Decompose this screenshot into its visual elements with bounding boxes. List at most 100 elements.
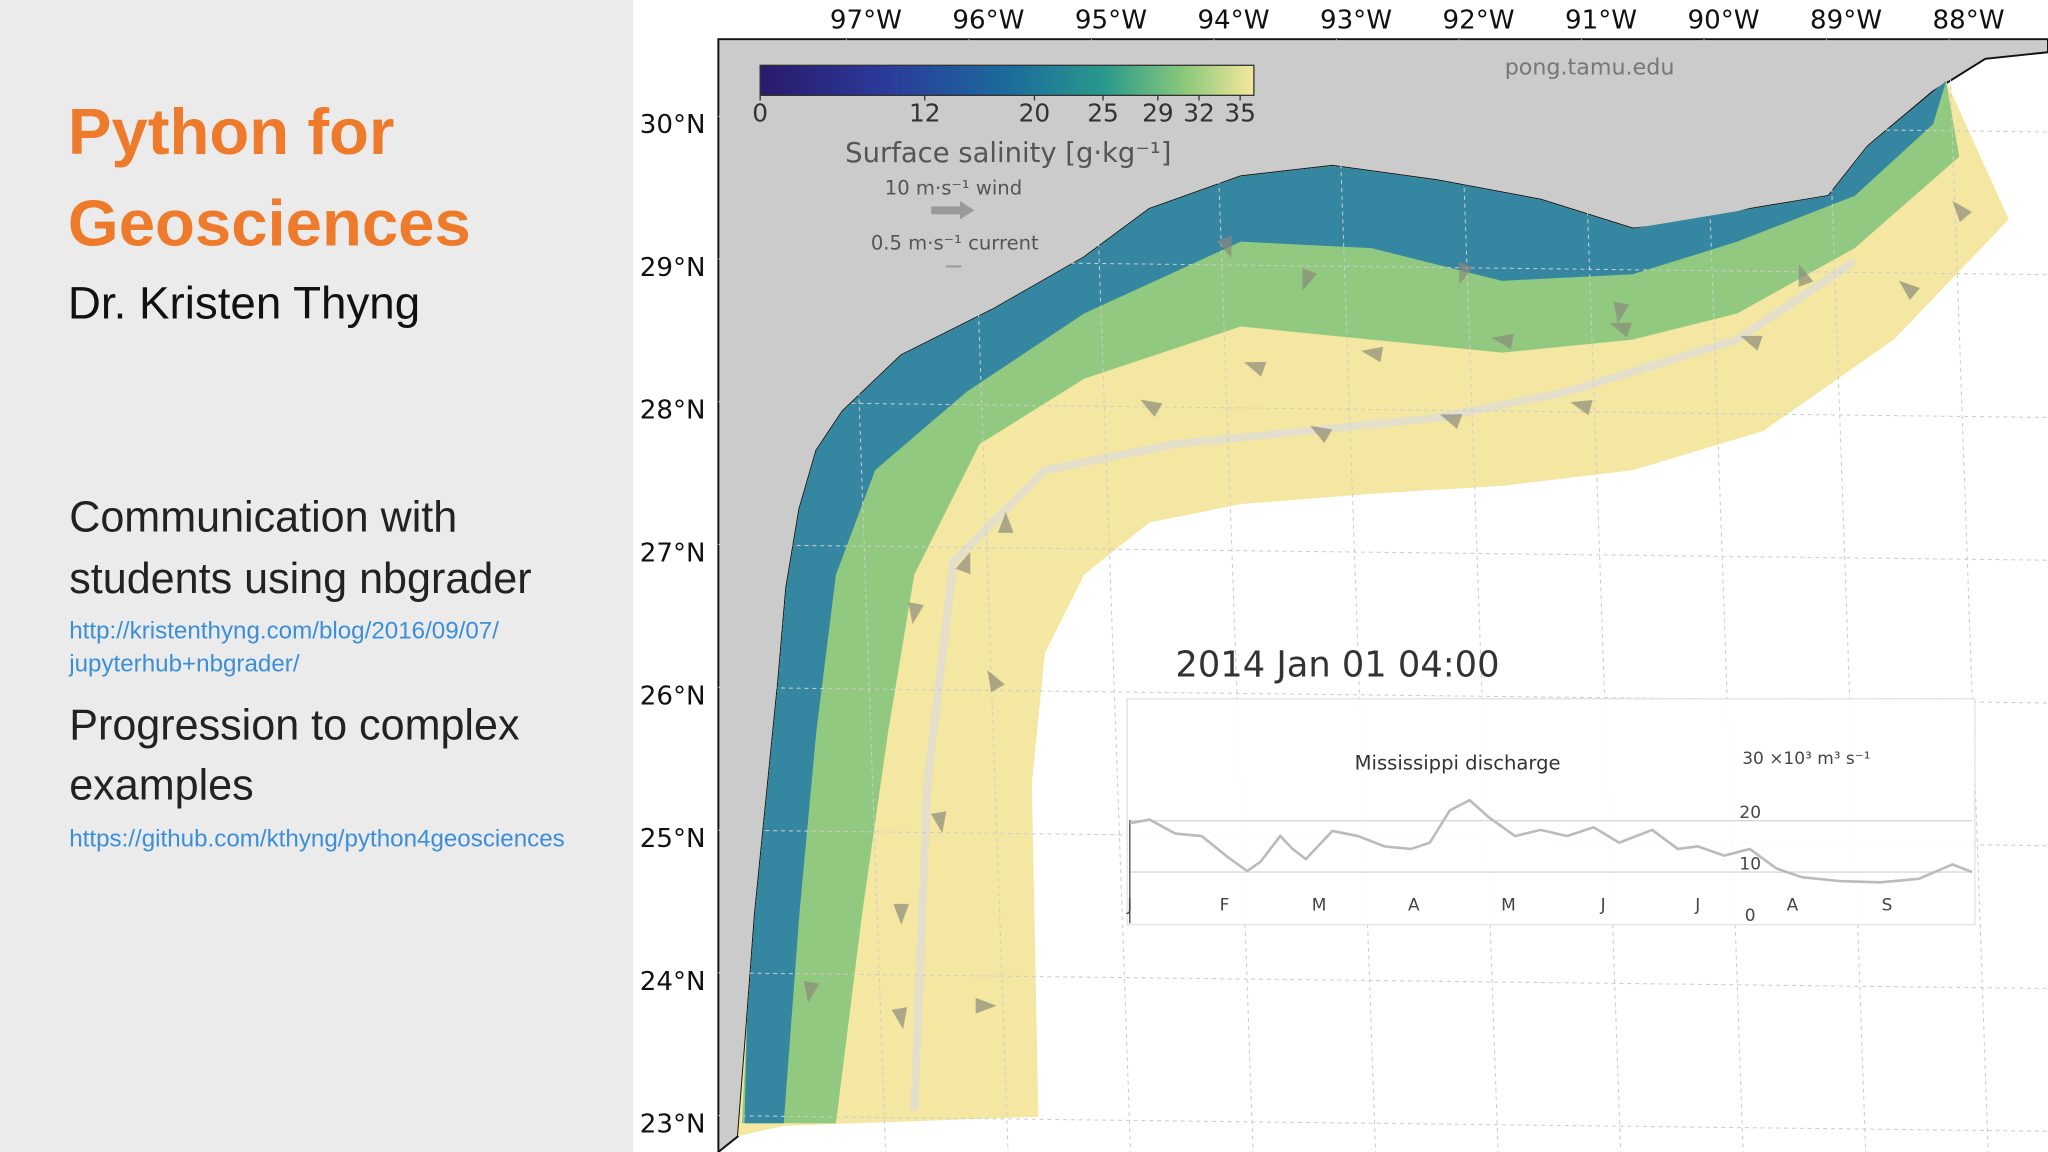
colorbar-tick-label: 32 [1183, 98, 1215, 127]
inset-title: Mississippi discharge [1355, 751, 1561, 774]
longitude-label: 90°W [1688, 6, 1760, 36]
item-text: Progression to complex [69, 701, 520, 749]
arrow [1740, 335, 1763, 351]
graticule [718, 39, 2048, 1152]
latitude-label: 29°N [640, 253, 706, 283]
discharge-inset: Mississippi discharge 0 10 20 30 ×10³ m³ s⁻… [1126, 698, 1976, 926]
latitude-label: 28°N [640, 396, 706, 426]
link[interactable]: jupyterhub+nbgrader/ [68, 650, 300, 677]
latitude-label: 30°N [640, 110, 706, 140]
meridian [1090, 39, 1132, 1152]
colorbar-tick-label: 29 [1142, 98, 1174, 127]
x-tick-label: A [1408, 895, 1420, 915]
colorbar-tick-label: 25 [1087, 98, 1119, 127]
link[interactable]: https://github.com/kthyng/python4geoscie… [69, 825, 565, 852]
colorbar-bar [759, 64, 1255, 96]
y-tick-label: 20 [1739, 803, 1761, 823]
arrow [1459, 261, 1474, 285]
arrow [987, 670, 1005, 693]
meridian [845, 39, 887, 1152]
current-legend: 0.5 m·s⁻¹ current [871, 231, 1039, 254]
longitude-label: 93°W [1320, 6, 1392, 36]
arrow [1491, 333, 1514, 350]
x-tick-label: F [1220, 895, 1230, 915]
longitude-label: 92°W [1442, 6, 1514, 36]
slide-content: Python for Geosciences Dr. Kristen Thyng… [68, 95, 565, 852]
x-tick-label: J [1600, 895, 1606, 915]
meridian [1580, 39, 1622, 1152]
longitude-label: 88°W [1933, 6, 2005, 36]
meridian [968, 39, 1009, 1152]
arrow [1609, 322, 1633, 338]
source: pong.tamu.edu [1505, 54, 1675, 80]
shelf-contour [910, 257, 1857, 1111]
x-tick-label: J [1694, 895, 1700, 915]
x-tick-label: S [1882, 895, 1893, 915]
arrow [1798, 264, 1814, 287]
y-tick-label: 10 [1739, 854, 1761, 874]
latitude-label: 24°N [640, 967, 706, 997]
item-text: Communication with [69, 494, 457, 542]
x-tick-label: M [1501, 895, 1516, 915]
title-line: Python for [68, 95, 394, 168]
meridian [1458, 39, 1499, 1152]
salinity-band [741, 80, 1960, 1124]
author: Dr. Kristen Thyng [68, 278, 420, 329]
meridian [1213, 39, 1254, 1152]
timestamp: 2014 Jan 01 04:00 [1175, 645, 1499, 686]
arrow [908, 602, 924, 625]
latitude-label: 25°N [640, 824, 706, 854]
y-tick-label: 0 [1745, 906, 1756, 926]
arrow [1439, 414, 1463, 429]
arrow [1570, 400, 1593, 416]
latitude-label: 26°N [640, 681, 706, 711]
longitude-label: 95°W [1075, 6, 1147, 36]
arrow [891, 1007, 908, 1030]
meridian [1825, 39, 1867, 1152]
current-arrows [803, 200, 1972, 1030]
longitude-label: 94°W [1197, 6, 1269, 36]
colorbar-tick-label: 20 [1019, 98, 1051, 127]
x-tick-label: M [1312, 895, 1327, 915]
arrow [1140, 399, 1163, 417]
arrow [1952, 200, 1972, 223]
colorbar-tick-label: 35 [1224, 98, 1256, 127]
meridian [1703, 39, 1744, 1152]
item-text: students using nbgrader [69, 555, 531, 603]
longitude-label: 96°W [952, 6, 1024, 36]
parallel [718, 544, 2048, 561]
latitude-labels: 30°N 29°N 28°N 27°N 26°N 25°N 24°N 23°N [640, 110, 706, 1139]
parallel [718, 258, 2048, 276]
parallel [718, 401, 2048, 418]
arrow [803, 981, 820, 1003]
arrow [955, 551, 971, 575]
wind-arrow [931, 201, 975, 220]
x-tick-label: A [1787, 895, 1799, 915]
longitude-label: 91°W [1565, 6, 1637, 36]
wind-legend: 10 m·s⁻¹ wind [885, 177, 1022, 200]
link[interactable]: http://kristenthyng.com/blog/2016/09/07/ [69, 618, 499, 645]
latitude-label: 27°N [640, 539, 706, 569]
longitude-label: 89°W [1810, 6, 1882, 36]
y-tick-label: 30 ×10³ m³ s⁻¹ [1742, 749, 1870, 769]
arrow [1361, 346, 1384, 363]
meridian [1335, 39, 1377, 1152]
arrow [1216, 235, 1232, 258]
x-tick-label: J [1126, 895, 1132, 915]
arrow [997, 512, 1014, 533]
parallel [718, 972, 2048, 989]
colorbar-tick-label: 12 [909, 98, 941, 127]
map: pong.tamu.edu [717, 38, 2048, 1152]
parallel [718, 115, 2048, 133]
meridian [1948, 39, 1989, 1152]
longitude-labels: 97°W 96°W 95°W 94°W 93°W 92°W 91°W 90°W 89°W 88°W [830, 6, 2005, 36]
colorbar-label: Surface salinity [g·kg⁻¹] [845, 138, 1171, 169]
title-line: Geosciences [68, 187, 471, 260]
colorbar: Surface salinity [g·kg⁻¹] 10 m·s⁻¹ wind … [752, 64, 1256, 268]
parallel [718, 1115, 2048, 1132]
side-panel [0, 0, 634, 1152]
arrow [1310, 425, 1333, 444]
arrow [930, 811, 947, 834]
item-text: examples [69, 761, 253, 809]
